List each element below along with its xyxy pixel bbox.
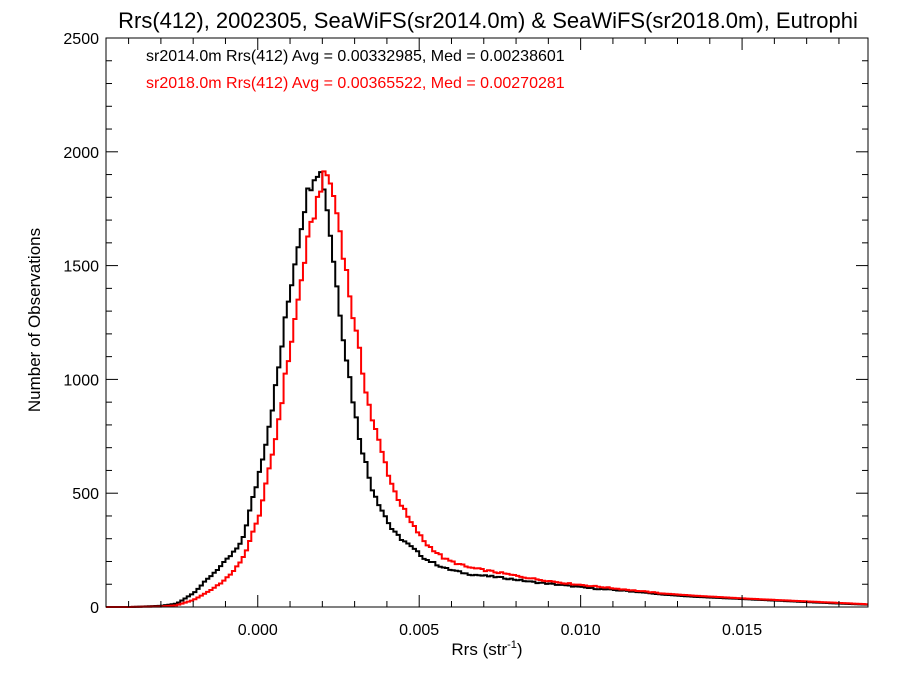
y-axis-label: Number of Observations [25, 228, 44, 412]
axes-layer: 0 500 1000 1500 2000 2500 0.000 0.005 0.010 0.015 [63, 31, 869, 639]
annotation-text: sr2018.0m Rrs(412) Avg = 0.00365522, Med… [146, 75, 565, 92]
annotation-group: sr2014.0m Rrs(412) Avg = 0.00332985, Med… [146, 48, 565, 92]
x-tick-label: 0.005 [399, 622, 439, 639]
series-layer [106, 170, 868, 608]
y-tick-label: 1000 [63, 372, 99, 389]
y-tick-label: 500 [72, 486, 99, 503]
x-axis-label-main: Rrs (str [451, 640, 507, 659]
x-axis-label-close: ) [517, 640, 523, 659]
y-tick-label: 2500 [63, 31, 99, 48]
plot-frame [105, 37, 869, 608]
y-tick-label: 1500 [63, 259, 99, 276]
chart-title: Rrs(412), 2002305, SeaWiFS(sr2014.0m) & … [118, 8, 858, 33]
x-tick-label: 0.000 [238, 622, 278, 639]
x-axis-label-superscript: -1 [507, 639, 517, 651]
annotation-text: sr2014.0m Rrs(412) Avg = 0.00332985, Med… [146, 48, 565, 65]
y-tick-label: 2000 [63, 145, 99, 162]
y-tick-label: 0 [90, 600, 99, 617]
series-line-2 [106, 170, 868, 608]
x-axis-label: Rrs (str-1) [451, 639, 522, 659]
x-tick-label: 0.010 [561, 622, 601, 639]
series-line-1 [106, 171, 868, 608]
x-tick-label: 0.015 [722, 622, 762, 639]
